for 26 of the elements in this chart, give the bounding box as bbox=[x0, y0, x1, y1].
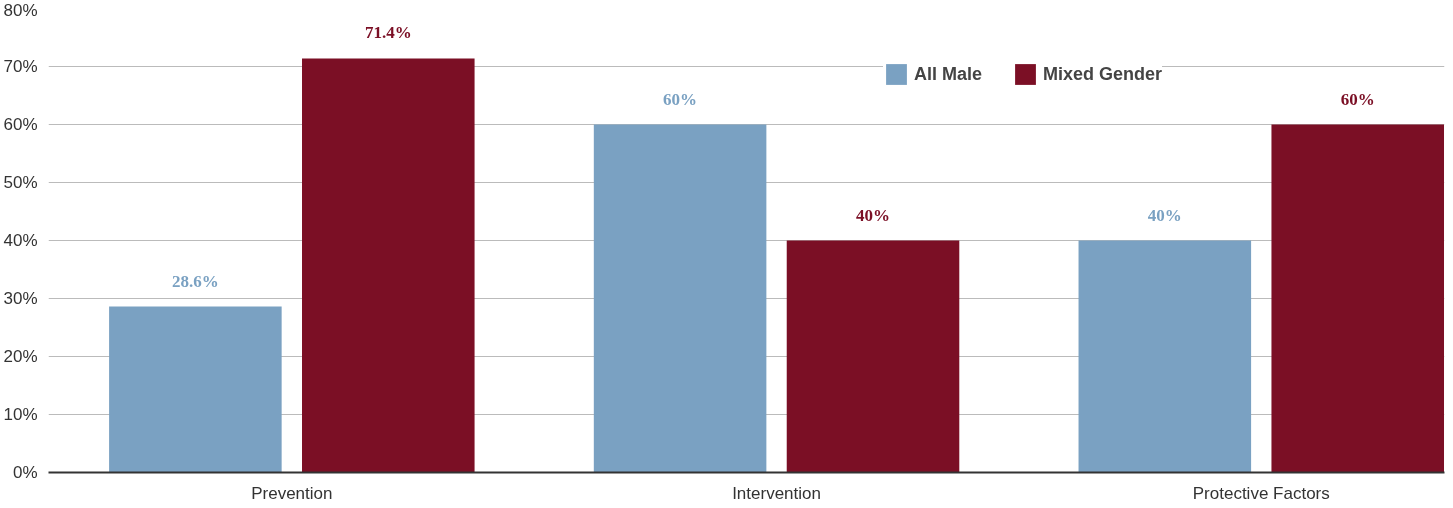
data-label: 60% bbox=[663, 89, 698, 109]
data-label: 40% bbox=[856, 205, 891, 225]
y-tick-label: 80% bbox=[3, 0, 38, 20]
bar bbox=[109, 306, 282, 473]
y-tick-label: 40% bbox=[3, 231, 38, 250]
y-tick-label: 50% bbox=[3, 173, 38, 192]
legend-label: All Male bbox=[914, 63, 983, 85]
x-tick-label: Protective Factors bbox=[1192, 483, 1330, 503]
y-tick-label: 10% bbox=[3, 405, 38, 424]
bar bbox=[302, 58, 475, 473]
legend-label: Mixed Gender bbox=[1043, 63, 1163, 85]
data-label: 28.6% bbox=[172, 271, 219, 291]
y-tick-label: 20% bbox=[3, 347, 38, 366]
y-tick-label: 60% bbox=[3, 115, 38, 134]
bar bbox=[593, 124, 767, 473]
y-tick-label: 70% bbox=[3, 57, 38, 76]
bar bbox=[786, 240, 960, 473]
bar bbox=[1271, 124, 1445, 473]
y-tick-label: 30% bbox=[3, 289, 38, 308]
data-label: 40% bbox=[1147, 205, 1182, 225]
x-tick-label: Prevention bbox=[251, 483, 333, 503]
data-label: 60% bbox=[1340, 89, 1375, 109]
bar bbox=[1078, 240, 1252, 473]
y-tick-label: 0% bbox=[12, 463, 38, 482]
data-label: 71.4% bbox=[364, 23, 412, 43]
x-tick-label: Intervention bbox=[732, 483, 821, 503]
